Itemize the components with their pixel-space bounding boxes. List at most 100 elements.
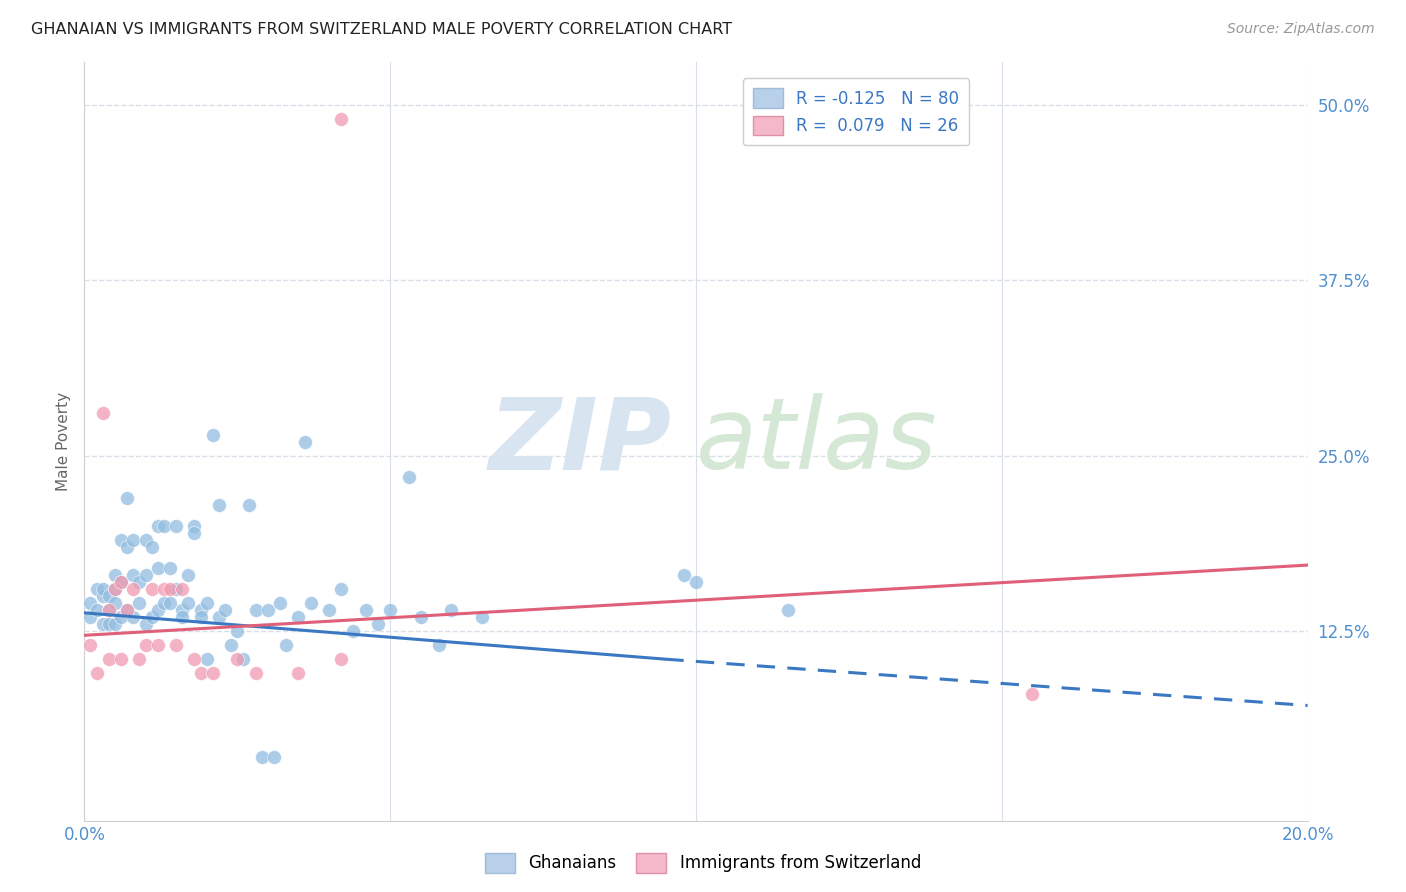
Point xyxy=(97,603,120,617)
Text: atlas: atlas xyxy=(696,393,938,490)
Point xyxy=(115,540,138,554)
Point xyxy=(183,518,205,533)
Point xyxy=(165,638,187,652)
Point xyxy=(276,638,298,652)
Point xyxy=(195,652,218,666)
Point xyxy=(97,589,120,603)
Point xyxy=(91,589,114,603)
Point xyxy=(86,582,108,596)
Point xyxy=(471,610,494,624)
Point xyxy=(201,427,224,442)
Point xyxy=(330,652,353,666)
Point xyxy=(110,574,132,589)
Point xyxy=(104,596,127,610)
Point xyxy=(79,610,101,624)
Point xyxy=(250,750,273,764)
Point xyxy=(146,638,169,652)
Point xyxy=(177,568,200,582)
Point xyxy=(245,666,267,681)
Point xyxy=(159,561,181,575)
Point xyxy=(409,610,432,624)
Point xyxy=(195,596,218,610)
Point xyxy=(141,610,163,624)
Point xyxy=(172,603,194,617)
Point xyxy=(146,518,169,533)
Text: Source: ZipAtlas.com: Source: ZipAtlas.com xyxy=(1227,22,1375,37)
Point xyxy=(135,568,157,582)
Point xyxy=(165,518,187,533)
Y-axis label: Male Poverty: Male Poverty xyxy=(56,392,72,491)
Point xyxy=(104,582,127,596)
Legend: R = -0.125   N = 80, R =  0.079   N = 26: R = -0.125 N = 80, R = 0.079 N = 26 xyxy=(742,78,969,145)
Point xyxy=(183,652,205,666)
Point xyxy=(153,518,176,533)
Point xyxy=(110,610,132,624)
Text: ZIP: ZIP xyxy=(488,393,672,490)
Point xyxy=(354,603,377,617)
Point xyxy=(97,617,120,632)
Point xyxy=(79,638,101,652)
Point xyxy=(330,582,353,596)
Point xyxy=(146,603,169,617)
Point xyxy=(86,603,108,617)
Point xyxy=(190,610,212,624)
Point xyxy=(342,624,364,639)
Point xyxy=(110,574,132,589)
Point xyxy=(97,652,120,666)
Point xyxy=(380,603,402,617)
Point xyxy=(153,582,176,596)
Point xyxy=(91,407,114,421)
Point xyxy=(141,540,163,554)
Point xyxy=(159,596,181,610)
Point xyxy=(104,617,127,632)
Point xyxy=(159,582,181,596)
Point xyxy=(122,568,145,582)
Point xyxy=(238,498,260,512)
Point xyxy=(214,603,236,617)
Text: GHANAIAN VS IMMIGRANTS FROM SWITZERLAND MALE POVERTY CORRELATION CHART: GHANAIAN VS IMMIGRANTS FROM SWITZERLAND … xyxy=(31,22,733,37)
Point xyxy=(115,491,138,505)
Point xyxy=(245,603,267,617)
Point xyxy=(141,582,163,596)
Point xyxy=(367,617,389,632)
Point xyxy=(685,574,707,589)
Point xyxy=(440,603,463,617)
Point xyxy=(299,596,322,610)
Point xyxy=(287,666,309,681)
Point xyxy=(135,638,157,652)
Point xyxy=(208,610,231,624)
Point xyxy=(135,533,157,547)
Point xyxy=(287,610,309,624)
Point xyxy=(79,596,101,610)
Point xyxy=(122,610,145,624)
Point xyxy=(165,582,187,596)
Point xyxy=(97,603,120,617)
Point xyxy=(110,652,132,666)
Point xyxy=(135,617,157,632)
Point xyxy=(153,596,176,610)
Point xyxy=(190,666,212,681)
Legend: Ghanaians, Immigrants from Switzerland: Ghanaians, Immigrants from Switzerland xyxy=(478,847,928,880)
Point xyxy=(219,638,242,652)
Point xyxy=(128,596,150,610)
Point xyxy=(91,617,114,632)
Point xyxy=(128,652,150,666)
Point xyxy=(115,603,138,617)
Point xyxy=(128,574,150,589)
Point xyxy=(318,603,340,617)
Point xyxy=(110,533,132,547)
Point xyxy=(226,624,249,639)
Point xyxy=(201,666,224,681)
Point xyxy=(190,603,212,617)
Point xyxy=(776,603,799,617)
Point xyxy=(91,582,114,596)
Point xyxy=(86,666,108,681)
Point xyxy=(427,638,450,652)
Point xyxy=(398,469,420,483)
Point xyxy=(115,603,138,617)
Point xyxy=(104,568,127,582)
Point xyxy=(257,603,280,617)
Point xyxy=(183,525,205,540)
Point xyxy=(330,112,353,126)
Point xyxy=(263,750,285,764)
